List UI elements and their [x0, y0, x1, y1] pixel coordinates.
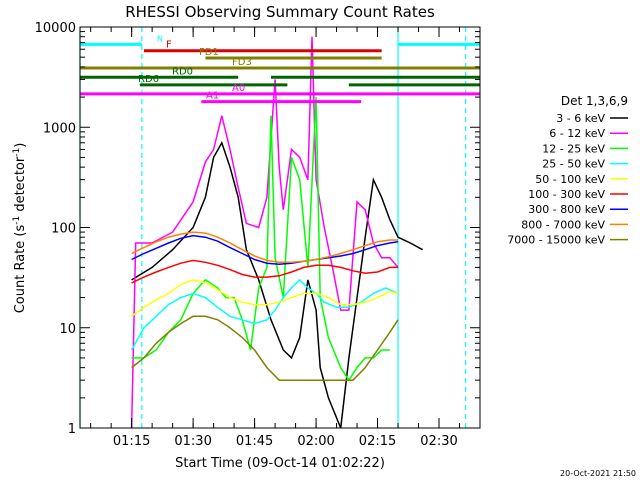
series-line-4: [131, 279, 399, 317]
x-tick-label-0: 01:15: [113, 434, 150, 449]
plot-area: NF FD1 FD3 RD0 RD6 A0 A1 1 10 100 1000 10000 01:15 01…: [35, 21, 628, 449]
legend-label-1: 6 - 12 keV: [549, 127, 605, 140]
y-axis-label: Count Rate (s-1 detector-1): [12, 143, 28, 314]
y-tick-label-0: 1: [68, 422, 76, 437]
y-axis-label-exponent-1: -1: [12, 216, 22, 225]
annotation-label-rd0: RD0: [172, 66, 193, 77]
x-tick-label-1: 01:30: [174, 434, 211, 449]
x-tick-label-2: 01:45: [236, 434, 273, 449]
series-line-8: [131, 315, 399, 381]
annotation-label-f: F: [166, 40, 172, 51]
series-line-1: [130, 36, 399, 429]
y-tick-label-4: 10000: [35, 21, 76, 36]
x-tick-label-5: 02:30: [420, 434, 457, 449]
x-tick-label-3: 02:00: [297, 434, 334, 449]
annotation-label-fd3: FD3: [232, 57, 252, 68]
series-line-2: [131, 97, 390, 382]
legend-label-8: 7000 - 15000 keV: [507, 234, 605, 247]
y-tick-label-3: 1000: [43, 121, 76, 136]
series-line-0: [131, 140, 423, 429]
annotation-label-a0: A0: [232, 83, 245, 94]
annotation-label-rd6: RD6: [138, 74, 159, 85]
y-axis-label-main: Count Rate (s: [13, 225, 28, 314]
y-axis-label-middle: detector: [13, 156, 28, 216]
series-line-3: [130, 278, 399, 351]
y-tick-label-1: 10: [59, 322, 76, 337]
y-tick-label-2: 100: [51, 222, 76, 237]
y-axis-label-end: ): [13, 143, 28, 148]
x-axis-label: Start Time (09-Oct-14 01:02:22): [175, 456, 385, 471]
annotation-label-n: N: [157, 34, 163, 43]
plot-frame: [79, 26, 481, 429]
annotation-label-a1: A1: [206, 91, 219, 102]
legend-title: Det 1,3,6,9: [561, 94, 628, 108]
chart-title: RHESSI Observing Summary Count Rates: [125, 3, 435, 21]
series-line-6: [131, 234, 399, 265]
legend-label-2: 12 - 25 keV: [542, 142, 605, 155]
series-line-7: [131, 231, 398, 264]
legend-label-0: 3 - 6 keV: [556, 112, 605, 125]
legend-label-5: 100 - 300 keV: [528, 188, 605, 201]
legend-label-3: 25 - 50 keV: [542, 158, 605, 171]
x-tick-label-4: 02:15: [359, 434, 396, 449]
legend-label-7: 800 - 7000 keV: [521, 218, 605, 231]
footer-timestamp: 20-Oct-2021 21:50: [560, 469, 636, 478]
annotation-label-fd1: FD1: [199, 47, 219, 58]
legend-label-4: 50 - 100 keV: [535, 173, 605, 186]
legend-label-6: 300 - 800 keV: [528, 203, 605, 216]
series-line-5: [131, 259, 398, 284]
y-axis-label-exponent-2: -1: [12, 148, 22, 157]
